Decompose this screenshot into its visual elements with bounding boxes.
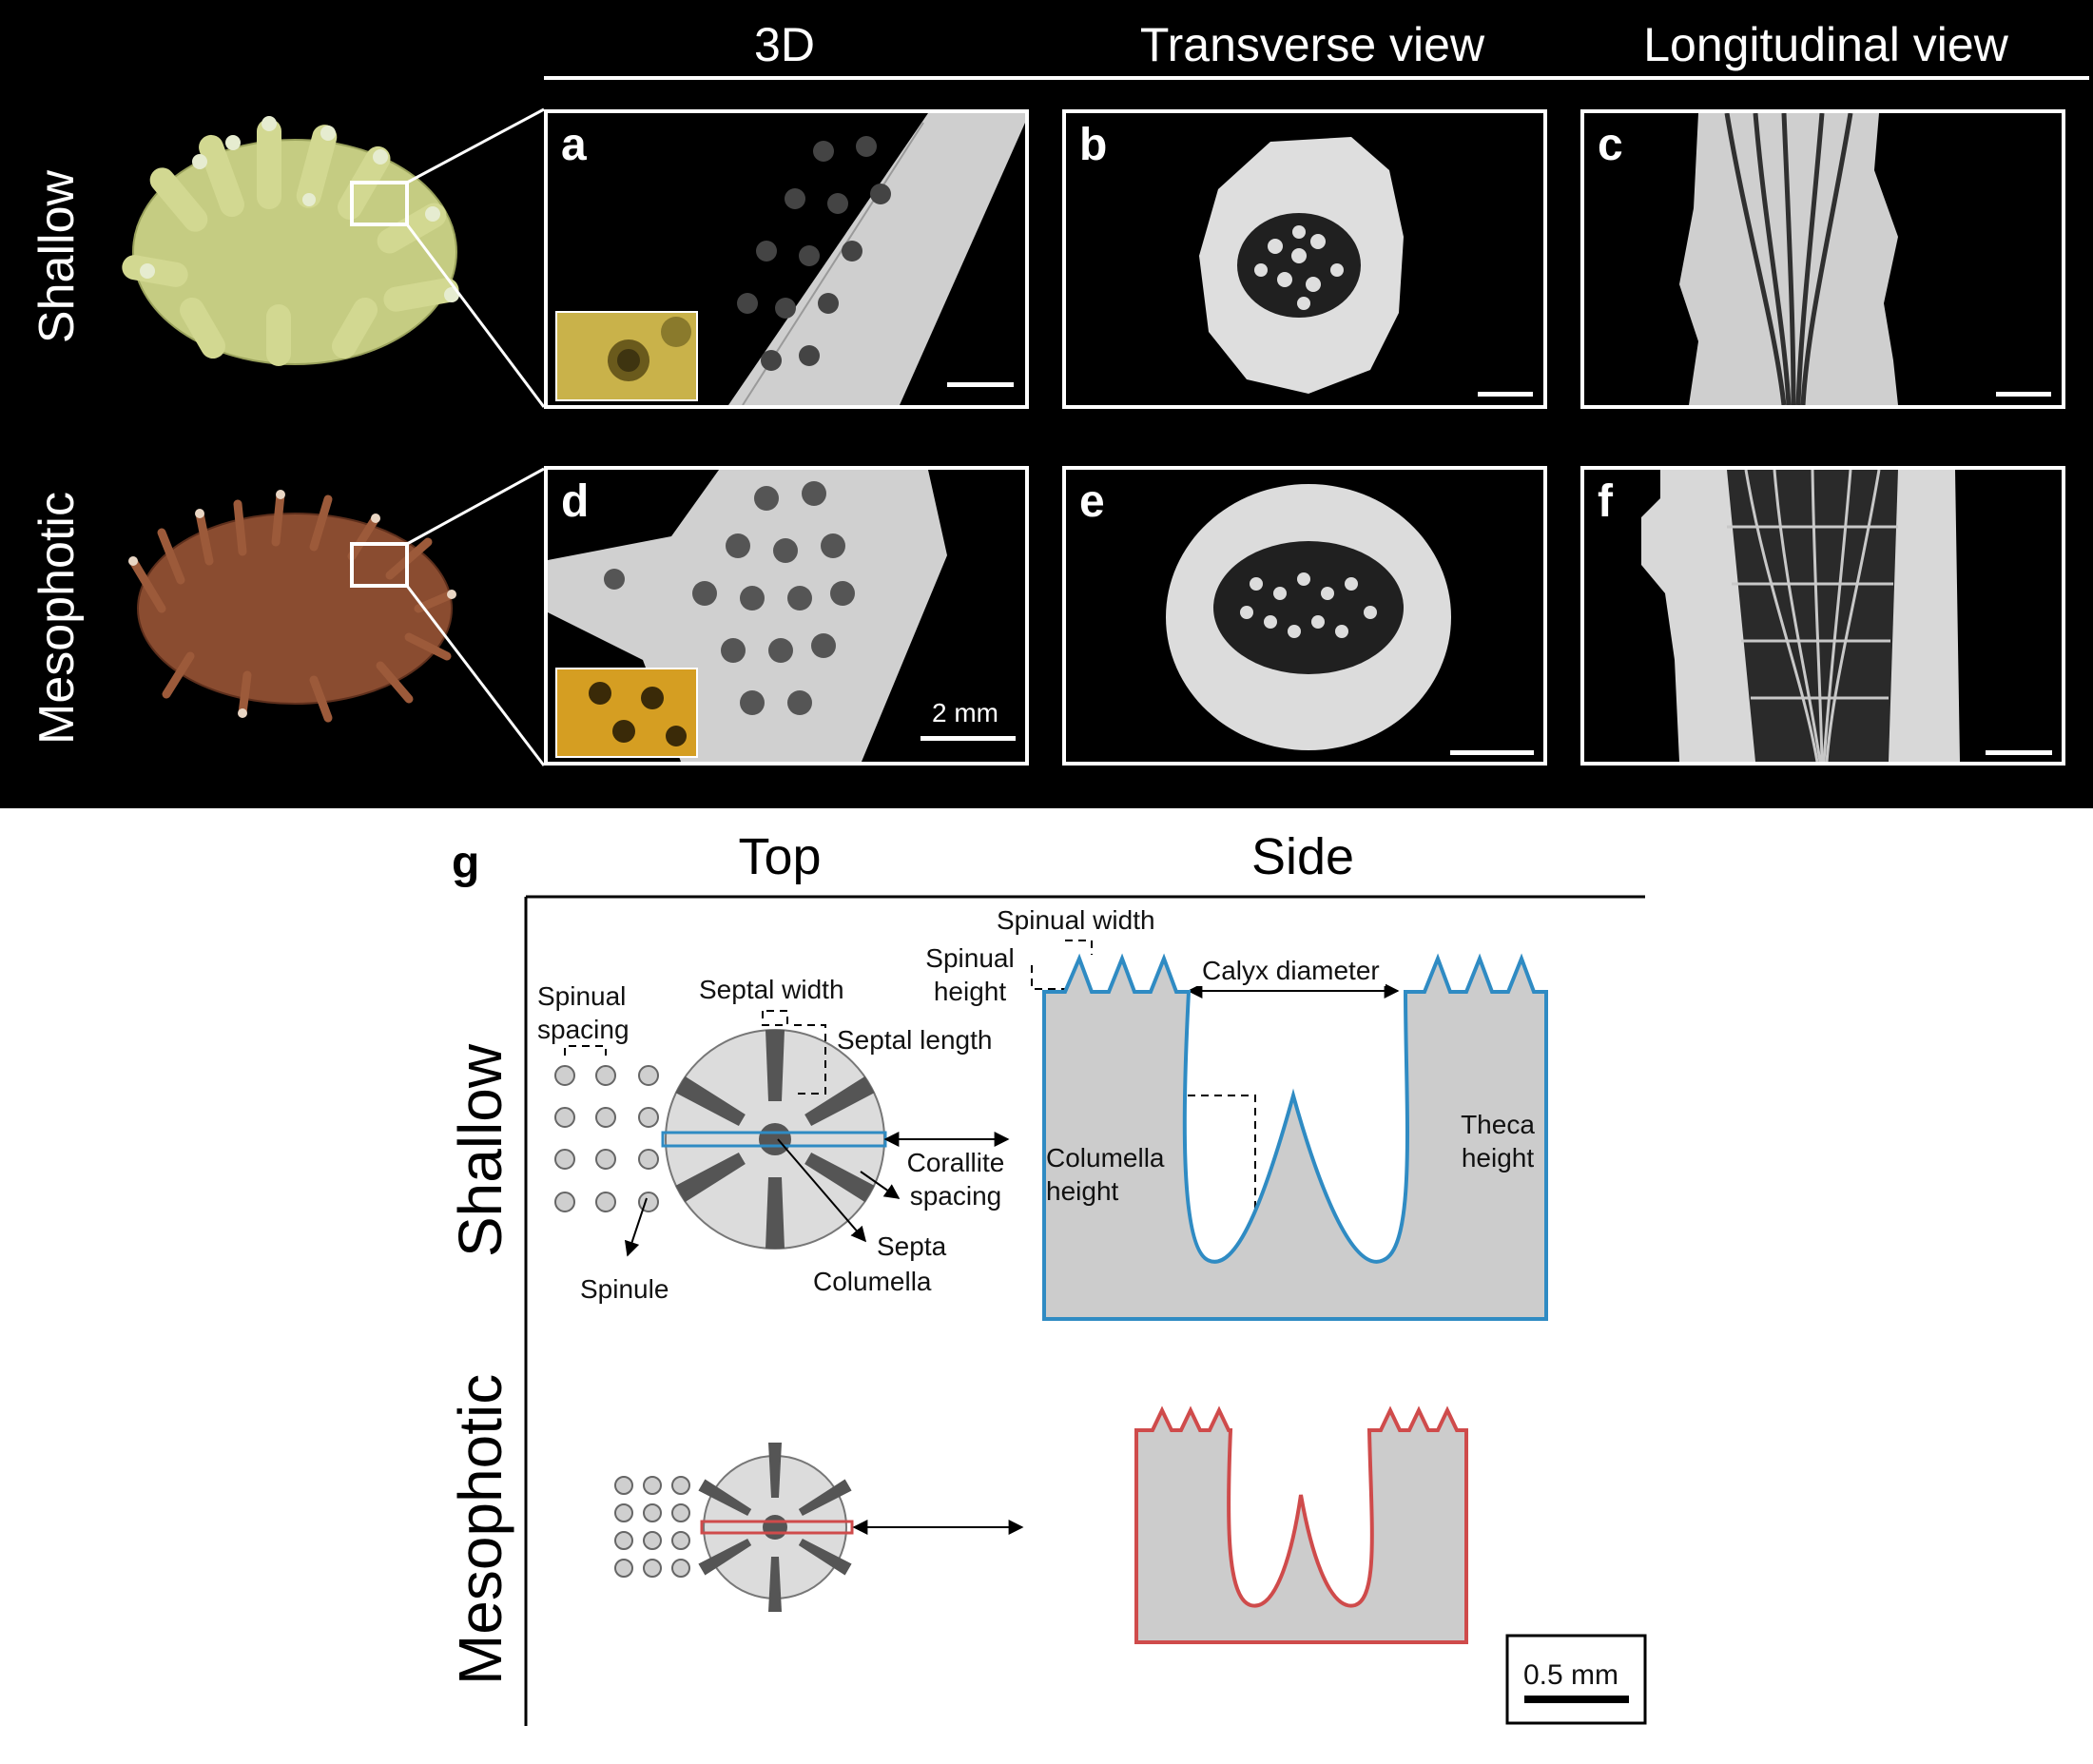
- schematic-scale-label: 0.5 mm: [1523, 1659, 1619, 1691]
- column-header-longitudinal: Longitudinal view: [1643, 18, 2008, 71]
- mesophotic-spinule-grid: [614, 1476, 690, 1578]
- panel-label-c: c: [1598, 120, 1623, 170]
- column-header-3d: 3D: [754, 18, 815, 71]
- schematic-scale-bar: [1524, 1696, 1629, 1703]
- panel-e: e: [1062, 466, 1547, 766]
- label-corallite-spacing: Corallite spacing: [906, 1148, 1005, 1211]
- label-spinule: Spinule: [580, 1274, 669, 1304]
- panel-c-longitudinal-render: [1679, 113, 1898, 405]
- panel-d-scale-text: 2 mm: [932, 698, 998, 727]
- panel-d-scale-bar: [921, 736, 1016, 741]
- panel-label-e: e: [1079, 476, 1105, 527]
- label-septa: Septa: [877, 1231, 947, 1261]
- panel-e-transverse-render: [1166, 484, 1451, 750]
- micro-ct-panel: 3D Transverse view Longitudinal view Sha…: [0, 0, 2093, 808]
- panel-label-b: b: [1079, 120, 1108, 170]
- label-septal-length: Septal length: [837, 1025, 993, 1055]
- mesophotic-zoom-box: [350, 542, 409, 588]
- schematic-header-side: Side: [1250, 828, 1355, 885]
- panel-b: b: [1062, 109, 1547, 409]
- panel-f-scale-bar: [1986, 750, 2052, 755]
- panel-c: c: [1580, 109, 2065, 409]
- shallow-zoom-box: [350, 181, 409, 226]
- panel-d: d 2 mm: [544, 466, 1029, 766]
- shallow-side-profile: [1042, 953, 1548, 1321]
- panel-label-g: g: [452, 838, 480, 888]
- coral-photos: [122, 107, 546, 766]
- label-spinual-height: Spinual height: [925, 943, 1015, 1006]
- panel-label-a: a: [561, 120, 587, 170]
- panel-a: a: [544, 109, 1029, 409]
- column-header-transverse: Transverse view: [1139, 18, 1485, 71]
- label-septal-width: Septal width: [699, 975, 844, 1004]
- label-spinual-width: Spinual width: [997, 905, 1155, 935]
- panel-a-scale-bar: [947, 382, 1014, 387]
- panel-b-scale-bar: [1478, 392, 1533, 397]
- label-spinual-spacing: Spinual spacing: [537, 981, 630, 1044]
- panel-label-d: d: [561, 476, 590, 527]
- schematic-header-top: Top: [738, 828, 822, 885]
- mesophotic-corallite-top: [698, 1443, 854, 1612]
- mesophotic-coral-image: [128, 490, 456, 723]
- panel-c-scale-bar: [1996, 392, 2051, 397]
- panel-e-scale-bar: [1450, 750, 1534, 755]
- panel-a-3d-render: [728, 113, 1025, 405]
- label-theca-height: Theca height: [1461, 1110, 1535, 1173]
- panel-f: f: [1580, 466, 2065, 766]
- label-columella: Columella: [813, 1267, 932, 1296]
- label-columella-height: Columella height: [1046, 1143, 1165, 1206]
- shallow-corallite-top: [661, 1029, 887, 1250]
- panel-f-longitudinal-render: [1641, 470, 1960, 762]
- mesophotic-side-profile: [1134, 1405, 1468, 1644]
- panel-d-3d-render: [548, 470, 947, 762]
- panel-b-transverse-render: [1199, 137, 1404, 394]
- panel-d-photo-inset: [555, 668, 698, 758]
- header-rule: [544, 76, 2089, 80]
- label-calyx-diameter: Calyx diameter: [1196, 956, 1386, 986]
- shallow-coral-image: [122, 116, 459, 366]
- shallow-spinule-grid: [554, 1065, 659, 1212]
- panel-a-photo-inset: [555, 311, 698, 401]
- panel-label-f: f: [1598, 476, 1613, 527]
- schematic-scale-box: [1505, 1634, 1647, 1725]
